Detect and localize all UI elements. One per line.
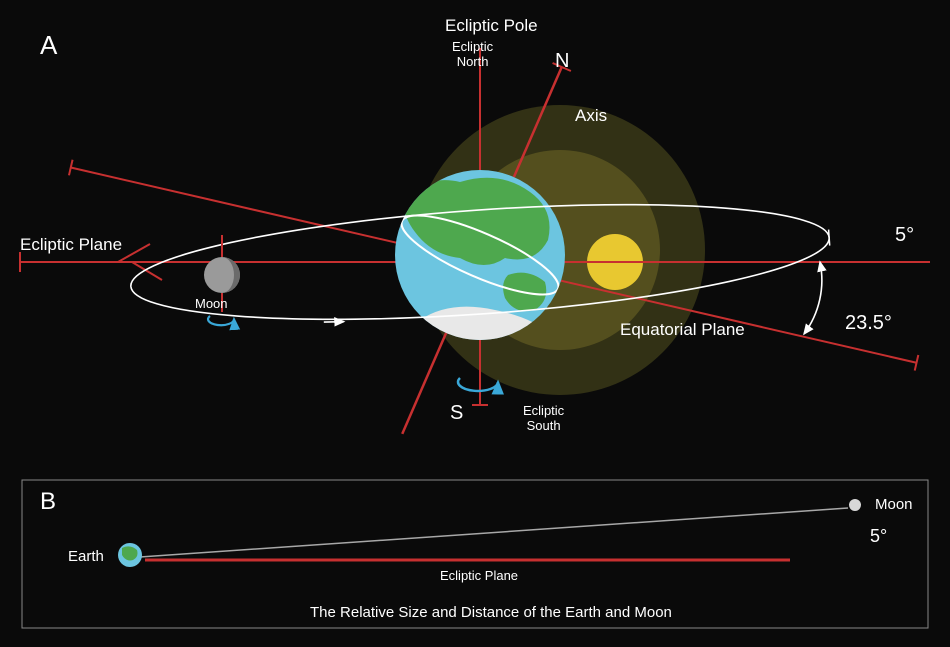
panel-b-letter: B (40, 488, 56, 516)
moon-b (849, 499, 861, 511)
label-earth-b: Earth (68, 548, 104, 565)
label-5deg-b: 5° (870, 526, 887, 547)
moon-distance-line (140, 508, 848, 557)
label-moon-b: Moon (875, 496, 913, 513)
label-ecliptic-plane-b: Ecliptic Plane (440, 568, 518, 583)
panel-b-caption: The Relative Size and Distance of the Ea… (310, 604, 672, 621)
panel-b-diagram (0, 0, 950, 647)
